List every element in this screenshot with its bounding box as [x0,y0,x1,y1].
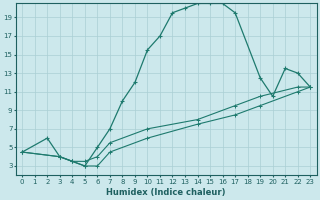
X-axis label: Humidex (Indice chaleur): Humidex (Indice chaleur) [107,188,226,197]
